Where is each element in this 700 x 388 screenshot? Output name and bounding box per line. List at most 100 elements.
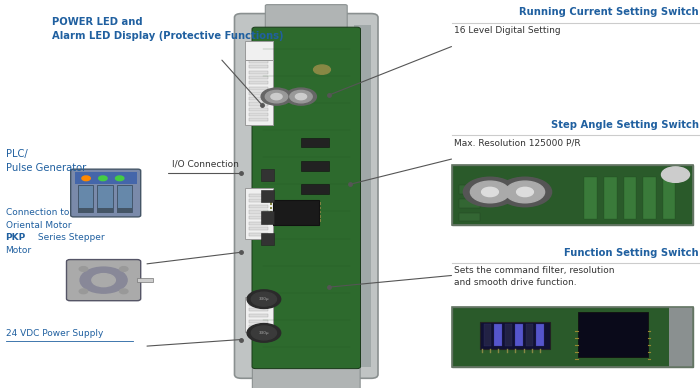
Bar	[318, 207, 321, 209]
Circle shape	[314, 65, 330, 74]
Bar	[318, 203, 321, 205]
Bar	[494, 324, 502, 346]
Bar	[78, 208, 93, 213]
Text: 330μ: 330μ	[258, 331, 269, 335]
Bar	[261, 168, 274, 181]
Bar	[270, 215, 272, 218]
Text: Connection to: Connection to	[6, 208, 69, 217]
Bar	[604, 177, 617, 219]
Bar	[318, 220, 321, 222]
Bar	[301, 184, 329, 194]
Circle shape	[265, 90, 288, 103]
Bar	[643, 177, 656, 219]
Bar	[248, 87, 268, 90]
Bar	[245, 188, 273, 239]
Bar	[248, 81, 268, 84]
Bar	[248, 97, 268, 100]
Bar	[515, 324, 523, 346]
Bar	[261, 211, 274, 223]
Bar	[245, 41, 273, 60]
Bar	[248, 205, 268, 208]
Circle shape	[120, 267, 128, 271]
Bar	[248, 65, 268, 68]
Bar	[248, 326, 268, 329]
Bar	[248, 194, 268, 197]
Bar	[137, 278, 153, 282]
Text: Function Setting Switch: Function Setting Switch	[564, 248, 699, 258]
Bar	[248, 210, 268, 213]
Bar	[97, 208, 113, 213]
Text: Alarm LED Display (Protective Functions): Alarm LED Display (Protective Functions)	[52, 31, 284, 41]
Bar	[452, 307, 693, 367]
Bar	[248, 113, 268, 116]
Circle shape	[247, 324, 281, 342]
Text: 330μ: 330μ	[258, 297, 269, 301]
Bar	[248, 302, 268, 305]
Bar	[248, 222, 268, 225]
Text: 16 Level Digital Setting: 16 Level Digital Setting	[454, 26, 560, 35]
Bar	[301, 161, 329, 171]
Bar	[273, 200, 318, 225]
Bar	[248, 71, 268, 74]
Bar	[261, 232, 274, 245]
Bar	[248, 118, 268, 121]
Circle shape	[82, 176, 90, 181]
Bar	[248, 308, 268, 311]
FancyBboxPatch shape	[252, 27, 360, 369]
Text: Sets the command filter, resolution: Sets the command filter, resolution	[454, 267, 614, 275]
Circle shape	[251, 292, 276, 306]
Bar	[97, 185, 113, 212]
Circle shape	[470, 181, 510, 203]
Bar	[318, 211, 321, 213]
Bar	[668, 307, 693, 367]
Bar	[578, 312, 648, 357]
Bar	[75, 171, 136, 184]
Circle shape	[261, 88, 292, 105]
Circle shape	[662, 167, 690, 182]
Text: Max. Resolution 125000 P/R: Max. Resolution 125000 P/R	[454, 139, 580, 147]
Bar	[458, 199, 480, 208]
Text: Motor: Motor	[6, 246, 32, 255]
Bar	[458, 185, 480, 194]
Circle shape	[92, 274, 116, 287]
Bar	[117, 185, 132, 212]
Circle shape	[79, 289, 88, 294]
Circle shape	[463, 177, 517, 207]
Circle shape	[251, 326, 276, 340]
Bar	[484, 324, 491, 346]
Circle shape	[482, 187, 498, 197]
Bar	[270, 207, 272, 209]
Text: Pulse Generator: Pulse Generator	[6, 163, 86, 173]
Bar	[270, 220, 272, 222]
Circle shape	[120, 289, 128, 294]
Bar	[270, 211, 272, 213]
Circle shape	[517, 187, 533, 197]
FancyBboxPatch shape	[265, 5, 347, 28]
Circle shape	[99, 176, 107, 181]
Bar	[452, 165, 693, 225]
Circle shape	[116, 176, 124, 181]
Circle shape	[290, 90, 312, 103]
Bar	[248, 76, 268, 79]
Bar	[261, 190, 274, 202]
Bar	[354, 25, 371, 367]
Bar	[663, 177, 676, 219]
Bar	[248, 60, 268, 63]
Text: 24 VDC Power Supply: 24 VDC Power Supply	[6, 329, 103, 338]
Bar	[248, 320, 268, 323]
Bar	[248, 102, 268, 106]
Text: PKP: PKP	[6, 233, 26, 242]
Bar	[245, 297, 273, 332]
FancyBboxPatch shape	[252, 367, 360, 388]
Bar	[117, 208, 132, 213]
Circle shape	[505, 181, 545, 203]
Text: and smooth drive function.: and smooth drive function.	[454, 278, 576, 287]
Text: Step Angle Setting Switch: Step Angle Setting Switch	[551, 120, 699, 130]
Bar	[480, 322, 550, 348]
Text: PLC/: PLC/	[6, 149, 27, 159]
Bar	[301, 137, 329, 147]
Bar	[452, 307, 693, 367]
Circle shape	[79, 267, 88, 271]
Bar	[526, 324, 533, 346]
Circle shape	[295, 94, 307, 100]
